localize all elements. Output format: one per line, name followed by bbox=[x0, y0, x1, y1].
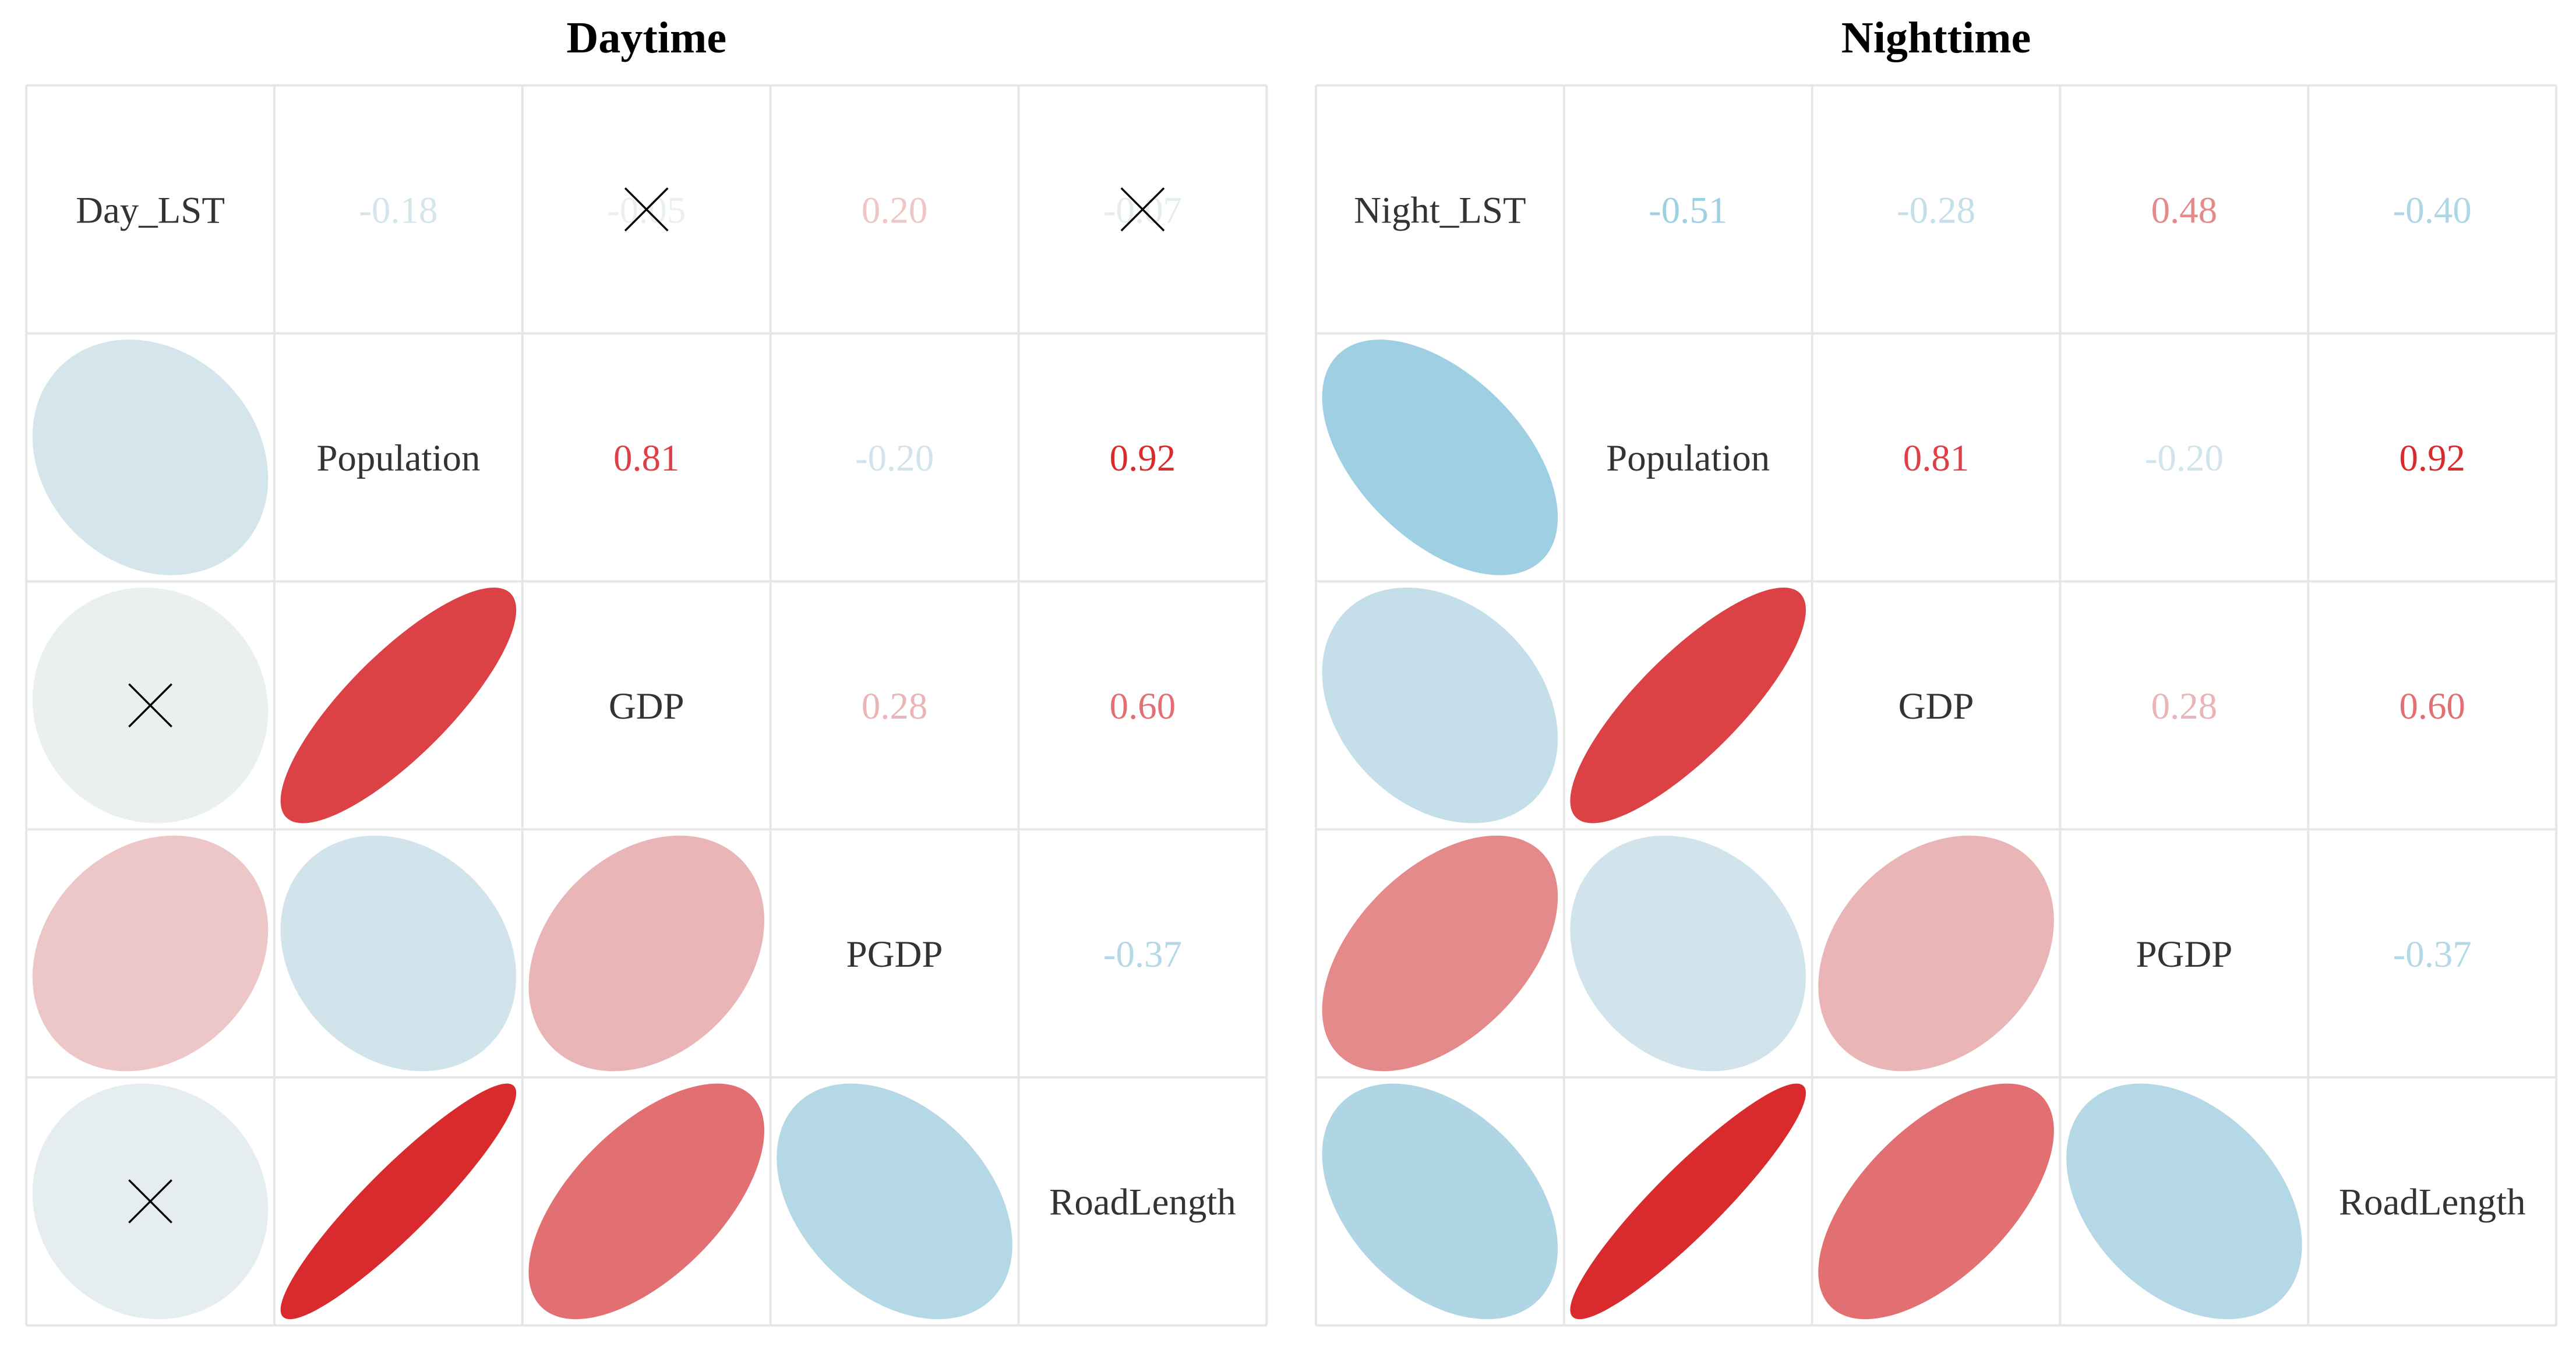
correlation-value: 0.60 bbox=[2399, 685, 2465, 727]
correlation-ellipse bbox=[1570, 835, 1806, 1072]
correlation-value: -0.40 bbox=[2393, 189, 2472, 231]
variable-label: PGDP bbox=[2136, 934, 2232, 975]
variable-label: RoadLength bbox=[1049, 1182, 1236, 1224]
correlation-ellipse bbox=[777, 1083, 1012, 1320]
variable-label: GDP bbox=[1899, 685, 1974, 727]
correlation-value: -0.37 bbox=[2393, 934, 2472, 975]
variable-label: Night_LST bbox=[1354, 189, 1526, 231]
grid bbox=[25, 84, 1268, 1327]
correlation-ellipse bbox=[528, 835, 765, 1072]
correlation-ellipse bbox=[32, 340, 269, 575]
correlation-ellipse bbox=[1322, 1083, 1558, 1320]
correlation-ellipse bbox=[1570, 587, 1806, 823]
correlation-value: 0.92 bbox=[1110, 437, 1176, 479]
correlation-value: -0.20 bbox=[2145, 437, 2224, 479]
variable-label: Population bbox=[316, 437, 480, 479]
correlation-value: 0.20 bbox=[862, 189, 928, 231]
insignificant-cross bbox=[128, 683, 172, 728]
correlation-value: -0.37 bbox=[1103, 934, 1182, 975]
correlation-ellipse bbox=[528, 1083, 765, 1320]
insignificant-cross bbox=[128, 1179, 172, 1224]
correlation-value: -0.20 bbox=[855, 437, 934, 479]
insignificant-cross bbox=[624, 187, 669, 232]
insignificant-cross bbox=[1120, 187, 1165, 232]
variable-label: Population bbox=[1606, 437, 1770, 479]
correlation-value: 0.60 bbox=[1110, 685, 1176, 727]
nighttime-panel: Nighttime Night_LST -0.51 -0.28 0.48 -0.40 Po… bbox=[1314, 13, 2558, 1327]
correlation-ellipse bbox=[1322, 835, 1558, 1072]
correlation-value: 0.81 bbox=[613, 437, 680, 479]
correlation-value: -0.51 bbox=[1649, 189, 1727, 231]
correlation-ellipse bbox=[1818, 835, 2054, 1072]
correlation-ellipse bbox=[280, 587, 517, 823]
correlation-ellipse bbox=[32, 1083, 269, 1320]
correlation-value: 0.92 bbox=[2399, 437, 2465, 479]
nighttime-title: Nighttime bbox=[1841, 13, 2031, 62]
correlation-ellipse bbox=[32, 587, 269, 823]
variable-label: Day_LST bbox=[76, 189, 225, 231]
correlation-ellipse bbox=[1322, 587, 1558, 823]
grid bbox=[1314, 84, 2558, 1327]
correlation-ellipse bbox=[280, 835, 517, 1072]
correlation-value: 0.48 bbox=[2151, 189, 2218, 231]
daytime-panel: Daytime Day_LST -0.18 -0.05 0.20 -0.07Popula… bbox=[25, 13, 1268, 1327]
correlation-value: 0.28 bbox=[862, 685, 928, 727]
variable-label: GDP bbox=[609, 685, 684, 727]
correlation-value: -0.18 bbox=[359, 189, 437, 231]
correlation-ellipse bbox=[32, 835, 269, 1072]
correlation-ellipse bbox=[1818, 1083, 2054, 1320]
correlation-ellipse bbox=[1322, 340, 1558, 575]
correlation-ellipse bbox=[280, 1083, 517, 1320]
correlation-ellipse bbox=[2066, 1083, 2302, 1320]
correlation-value: -0.28 bbox=[1897, 189, 1975, 231]
correlation-ellipse bbox=[1570, 1083, 1806, 1320]
correlation-value: 0.81 bbox=[1903, 437, 1970, 479]
daytime-title: Daytime bbox=[566, 13, 726, 62]
variable-label: PGDP bbox=[846, 934, 943, 975]
variable-label: RoadLength bbox=[2339, 1182, 2526, 1224]
correlation-value: 0.28 bbox=[2151, 685, 2218, 727]
